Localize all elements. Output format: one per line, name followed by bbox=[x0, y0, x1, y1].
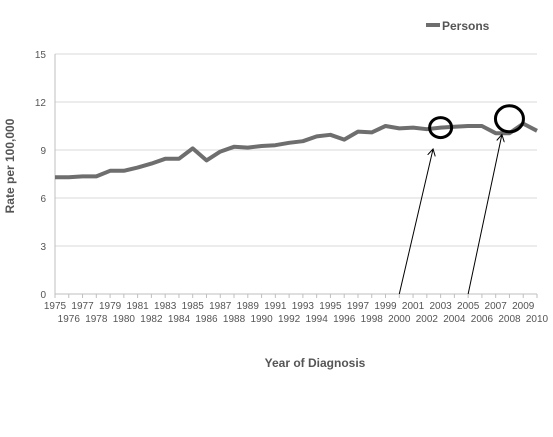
x-tick-label: 2003 bbox=[429, 301, 452, 312]
x-tick-label: 1989 bbox=[237, 301, 260, 312]
data-point bbox=[219, 150, 222, 153]
data-point bbox=[260, 145, 263, 148]
x-tick-label: 2004 bbox=[443, 314, 466, 325]
data-point bbox=[480, 125, 483, 128]
x-tick-label: 1976 bbox=[58, 314, 81, 325]
x-axis: 1975 1976 1977 1978 1979 1980 1981 1982 1983 1984… bbox=[44, 293, 549, 325]
data-point bbox=[356, 130, 359, 133]
x-tick-label: 1982 bbox=[140, 314, 163, 325]
x-tick-label: 1977 bbox=[71, 301, 94, 312]
x-tick-label: 1975 bbox=[44, 301, 67, 312]
data-point bbox=[67, 176, 70, 179]
data-point bbox=[164, 157, 167, 160]
data-point bbox=[536, 129, 539, 132]
data-point bbox=[122, 169, 125, 172]
x-tick-label: 1988 bbox=[223, 314, 246, 325]
y-tick-label: 15 bbox=[35, 50, 47, 61]
x-tick-label: 2000 bbox=[388, 314, 411, 325]
data-point bbox=[246, 146, 249, 149]
data-point bbox=[398, 127, 401, 130]
x-tick-label: 1990 bbox=[250, 314, 273, 325]
x-tick-label: 1978 bbox=[85, 314, 108, 325]
data-point bbox=[95, 175, 98, 178]
gridlines bbox=[55, 53, 537, 295]
legend: Persons bbox=[426, 19, 490, 33]
data-point bbox=[205, 159, 208, 162]
annotation-circle bbox=[493, 104, 525, 134]
data-point bbox=[301, 140, 304, 143]
data-point bbox=[150, 162, 153, 165]
data-point bbox=[274, 144, 277, 147]
x-tick-label: 1995 bbox=[319, 301, 342, 312]
x-tick-label: 1983 bbox=[154, 301, 177, 312]
data-point bbox=[109, 169, 112, 172]
x-tick-label: 1984 bbox=[168, 314, 191, 325]
x-tick-label: 1997 bbox=[347, 301, 370, 312]
annotation-arrow bbox=[467, 136, 502, 295]
data-point bbox=[425, 128, 428, 131]
annotation-layer bbox=[398, 104, 525, 295]
series-line-persons bbox=[55, 121, 538, 180]
x-tick-label: 1994 bbox=[306, 314, 329, 325]
data-point bbox=[233, 145, 236, 148]
annotation-circle bbox=[428, 116, 454, 140]
y-tick-label: 9 bbox=[40, 146, 46, 157]
data-point bbox=[494, 132, 497, 135]
x-tick-label: 1998 bbox=[361, 314, 384, 325]
x-tick-label: 1996 bbox=[333, 314, 356, 325]
x-tick-label: 1980 bbox=[113, 314, 136, 325]
x-tick-label: 1991 bbox=[264, 301, 287, 312]
x-tick-label: 1999 bbox=[374, 301, 397, 312]
x-tick-label: 2006 bbox=[471, 314, 494, 325]
data-point bbox=[467, 125, 470, 128]
data-point bbox=[288, 141, 291, 144]
data-point bbox=[453, 125, 456, 128]
x-tick-label: 1981 bbox=[127, 301, 150, 312]
data-point bbox=[343, 138, 346, 141]
data-point bbox=[191, 147, 194, 150]
x-tick-label: 1987 bbox=[209, 301, 232, 312]
x-tick-label: 2002 bbox=[416, 314, 439, 325]
y-tick-label: 0 bbox=[40, 290, 46, 301]
y-tick-label: 12 bbox=[35, 98, 47, 109]
x-tick-label: 1979 bbox=[99, 301, 122, 312]
data-point bbox=[439, 126, 442, 129]
data-point bbox=[370, 131, 373, 134]
data-point bbox=[329, 133, 332, 136]
y-axis-title: Rate per 100,000 bbox=[3, 118, 17, 213]
x-axis-title: Year of Diagnosis bbox=[265, 356, 366, 370]
x-tick-label: 1993 bbox=[292, 301, 315, 312]
x-tick-label: 2001 bbox=[402, 301, 425, 312]
x-tick-label: 2007 bbox=[485, 301, 508, 312]
data-point bbox=[315, 135, 318, 138]
x-tick-label: 1986 bbox=[195, 314, 218, 325]
annotation-arrow bbox=[398, 150, 433, 295]
data-point bbox=[177, 157, 180, 160]
data-point bbox=[81, 175, 84, 178]
y-tick-label: 6 bbox=[40, 194, 46, 205]
x-tick-label: 2010 bbox=[526, 314, 549, 325]
data-point bbox=[136, 166, 139, 169]
x-tick-label: 2005 bbox=[457, 301, 480, 312]
y-axis: 0 3 6 9 12 15 bbox=[35, 50, 56, 301]
legend-label-persons: Persons bbox=[442, 19, 490, 33]
x-tick-label: 1992 bbox=[278, 314, 301, 325]
x-tick-label: 1985 bbox=[182, 301, 205, 312]
data-point bbox=[384, 125, 387, 128]
y-tick-label: 3 bbox=[40, 242, 46, 253]
x-tick-label: 2009 bbox=[512, 301, 535, 312]
data-point bbox=[412, 126, 415, 129]
x-tick-label: 2008 bbox=[498, 314, 521, 325]
data-point bbox=[54, 176, 57, 179]
series-layer bbox=[54, 121, 539, 180]
